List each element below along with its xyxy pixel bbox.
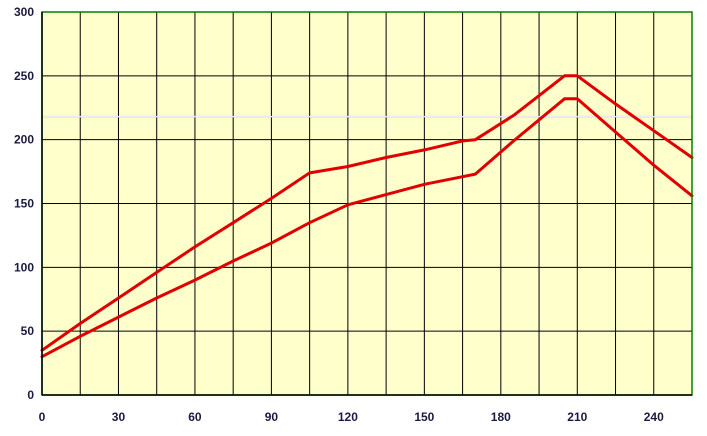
x-tick-label: 30: [112, 410, 126, 424]
y-tick-label: 150: [14, 197, 34, 211]
y-tick-labels: 0 50 100 150 200 250 300: [14, 5, 34, 402]
axes: [41, 12, 692, 396]
x-tick-label: 0: [39, 410, 46, 424]
y-tick-label: 50: [21, 324, 35, 338]
y-tick-label: 200: [14, 133, 34, 147]
x-tick-label: 210: [567, 410, 587, 424]
x-tick-label: 60: [188, 410, 202, 424]
series-line-2: [40, 97, 694, 359]
x-tick-label: 150: [414, 410, 434, 424]
series-group: [40, 74, 694, 359]
series-line-1: [40, 74, 694, 352]
x-tick-label: 90: [265, 410, 279, 424]
x-tick-labels: 0 30 60 90 120 150 180 210 240: [39, 410, 664, 424]
y-tick-label: 250: [14, 69, 34, 83]
grid-lines: [42, 12, 692, 395]
x-tick-label: 240: [644, 410, 664, 424]
y-tick-label: 300: [14, 5, 34, 19]
x-tick-label: 180: [491, 410, 511, 424]
y-tick-label: 0: [27, 388, 34, 402]
x-tick-label: 120: [338, 410, 358, 424]
y-tick-label: 100: [14, 260, 34, 274]
